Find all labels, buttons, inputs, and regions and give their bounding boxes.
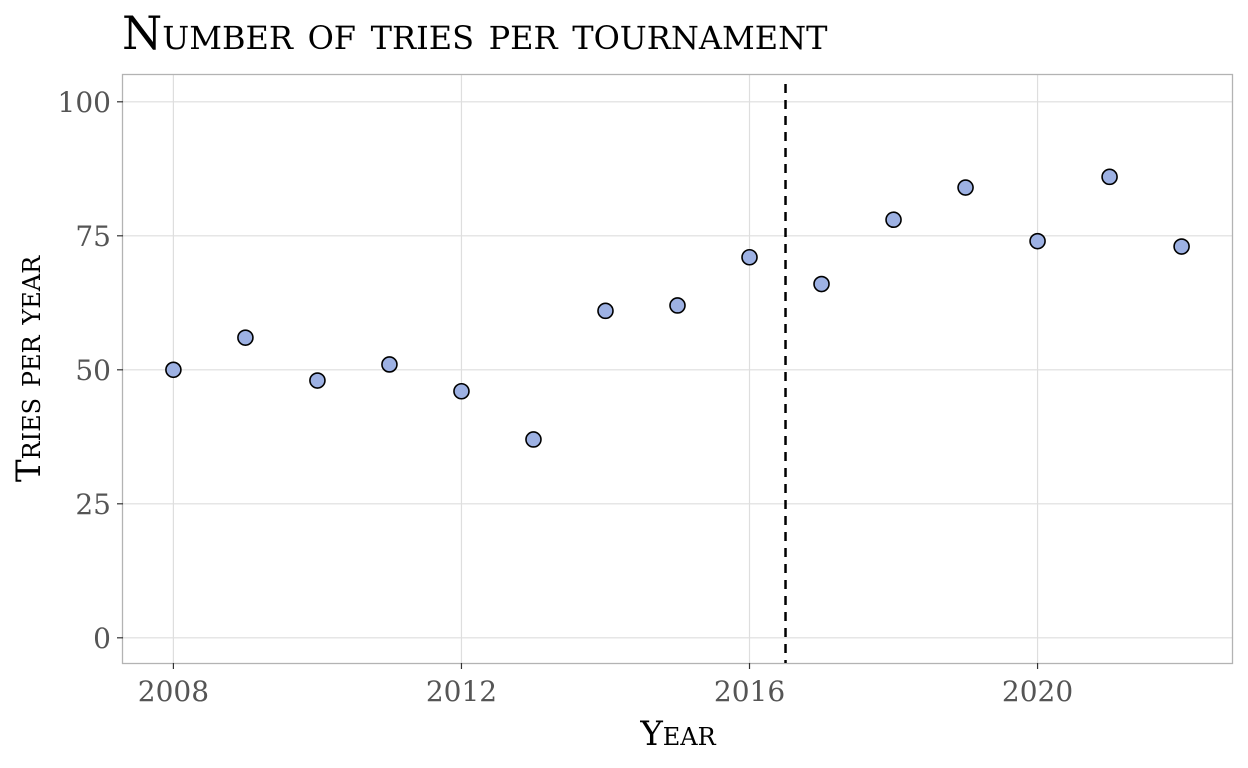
data-point <box>1029 232 1046 250</box>
y-tick-label: 100 <box>58 86 111 119</box>
data-point <box>381 356 398 373</box>
plot-panel <box>121 73 1234 665</box>
data-point <box>309 372 326 389</box>
x-tick-label: 2008 <box>138 675 209 708</box>
grid-lines <box>123 75 1232 663</box>
data-point <box>741 248 758 266</box>
y-tick-label: 50 <box>75 354 111 387</box>
data-points <box>165 168 1190 448</box>
x-tick-label: 2012 <box>426 675 497 708</box>
data-point <box>885 211 902 229</box>
y-tick-label: 75 <box>75 220 111 253</box>
data-point <box>525 431 542 448</box>
data-point <box>957 179 974 196</box>
data-point <box>1173 238 1190 255</box>
x-axis-title: Year <box>639 714 716 754</box>
y-axis-ticks: 0 25 50 75 100 <box>58 86 123 655</box>
data-point <box>669 297 686 314</box>
x-tick-label: 2020 <box>1002 675 1073 708</box>
x-axis-ticks: 2008 2012 2016 2020 <box>138 663 1073 708</box>
y-tick-label: 25 <box>75 488 111 521</box>
data-point <box>453 382 470 400</box>
data-point <box>1101 168 1118 186</box>
data-point <box>597 302 614 320</box>
data-point <box>237 329 254 346</box>
y-axis-title: Tries per year <box>9 255 49 482</box>
chart-title: Number of tries per tournament <box>122 6 828 60</box>
data-point <box>165 361 182 379</box>
x-tick-label: 2016 <box>714 675 785 708</box>
data-point <box>813 275 830 293</box>
y-tick-label: 0 <box>93 622 111 655</box>
